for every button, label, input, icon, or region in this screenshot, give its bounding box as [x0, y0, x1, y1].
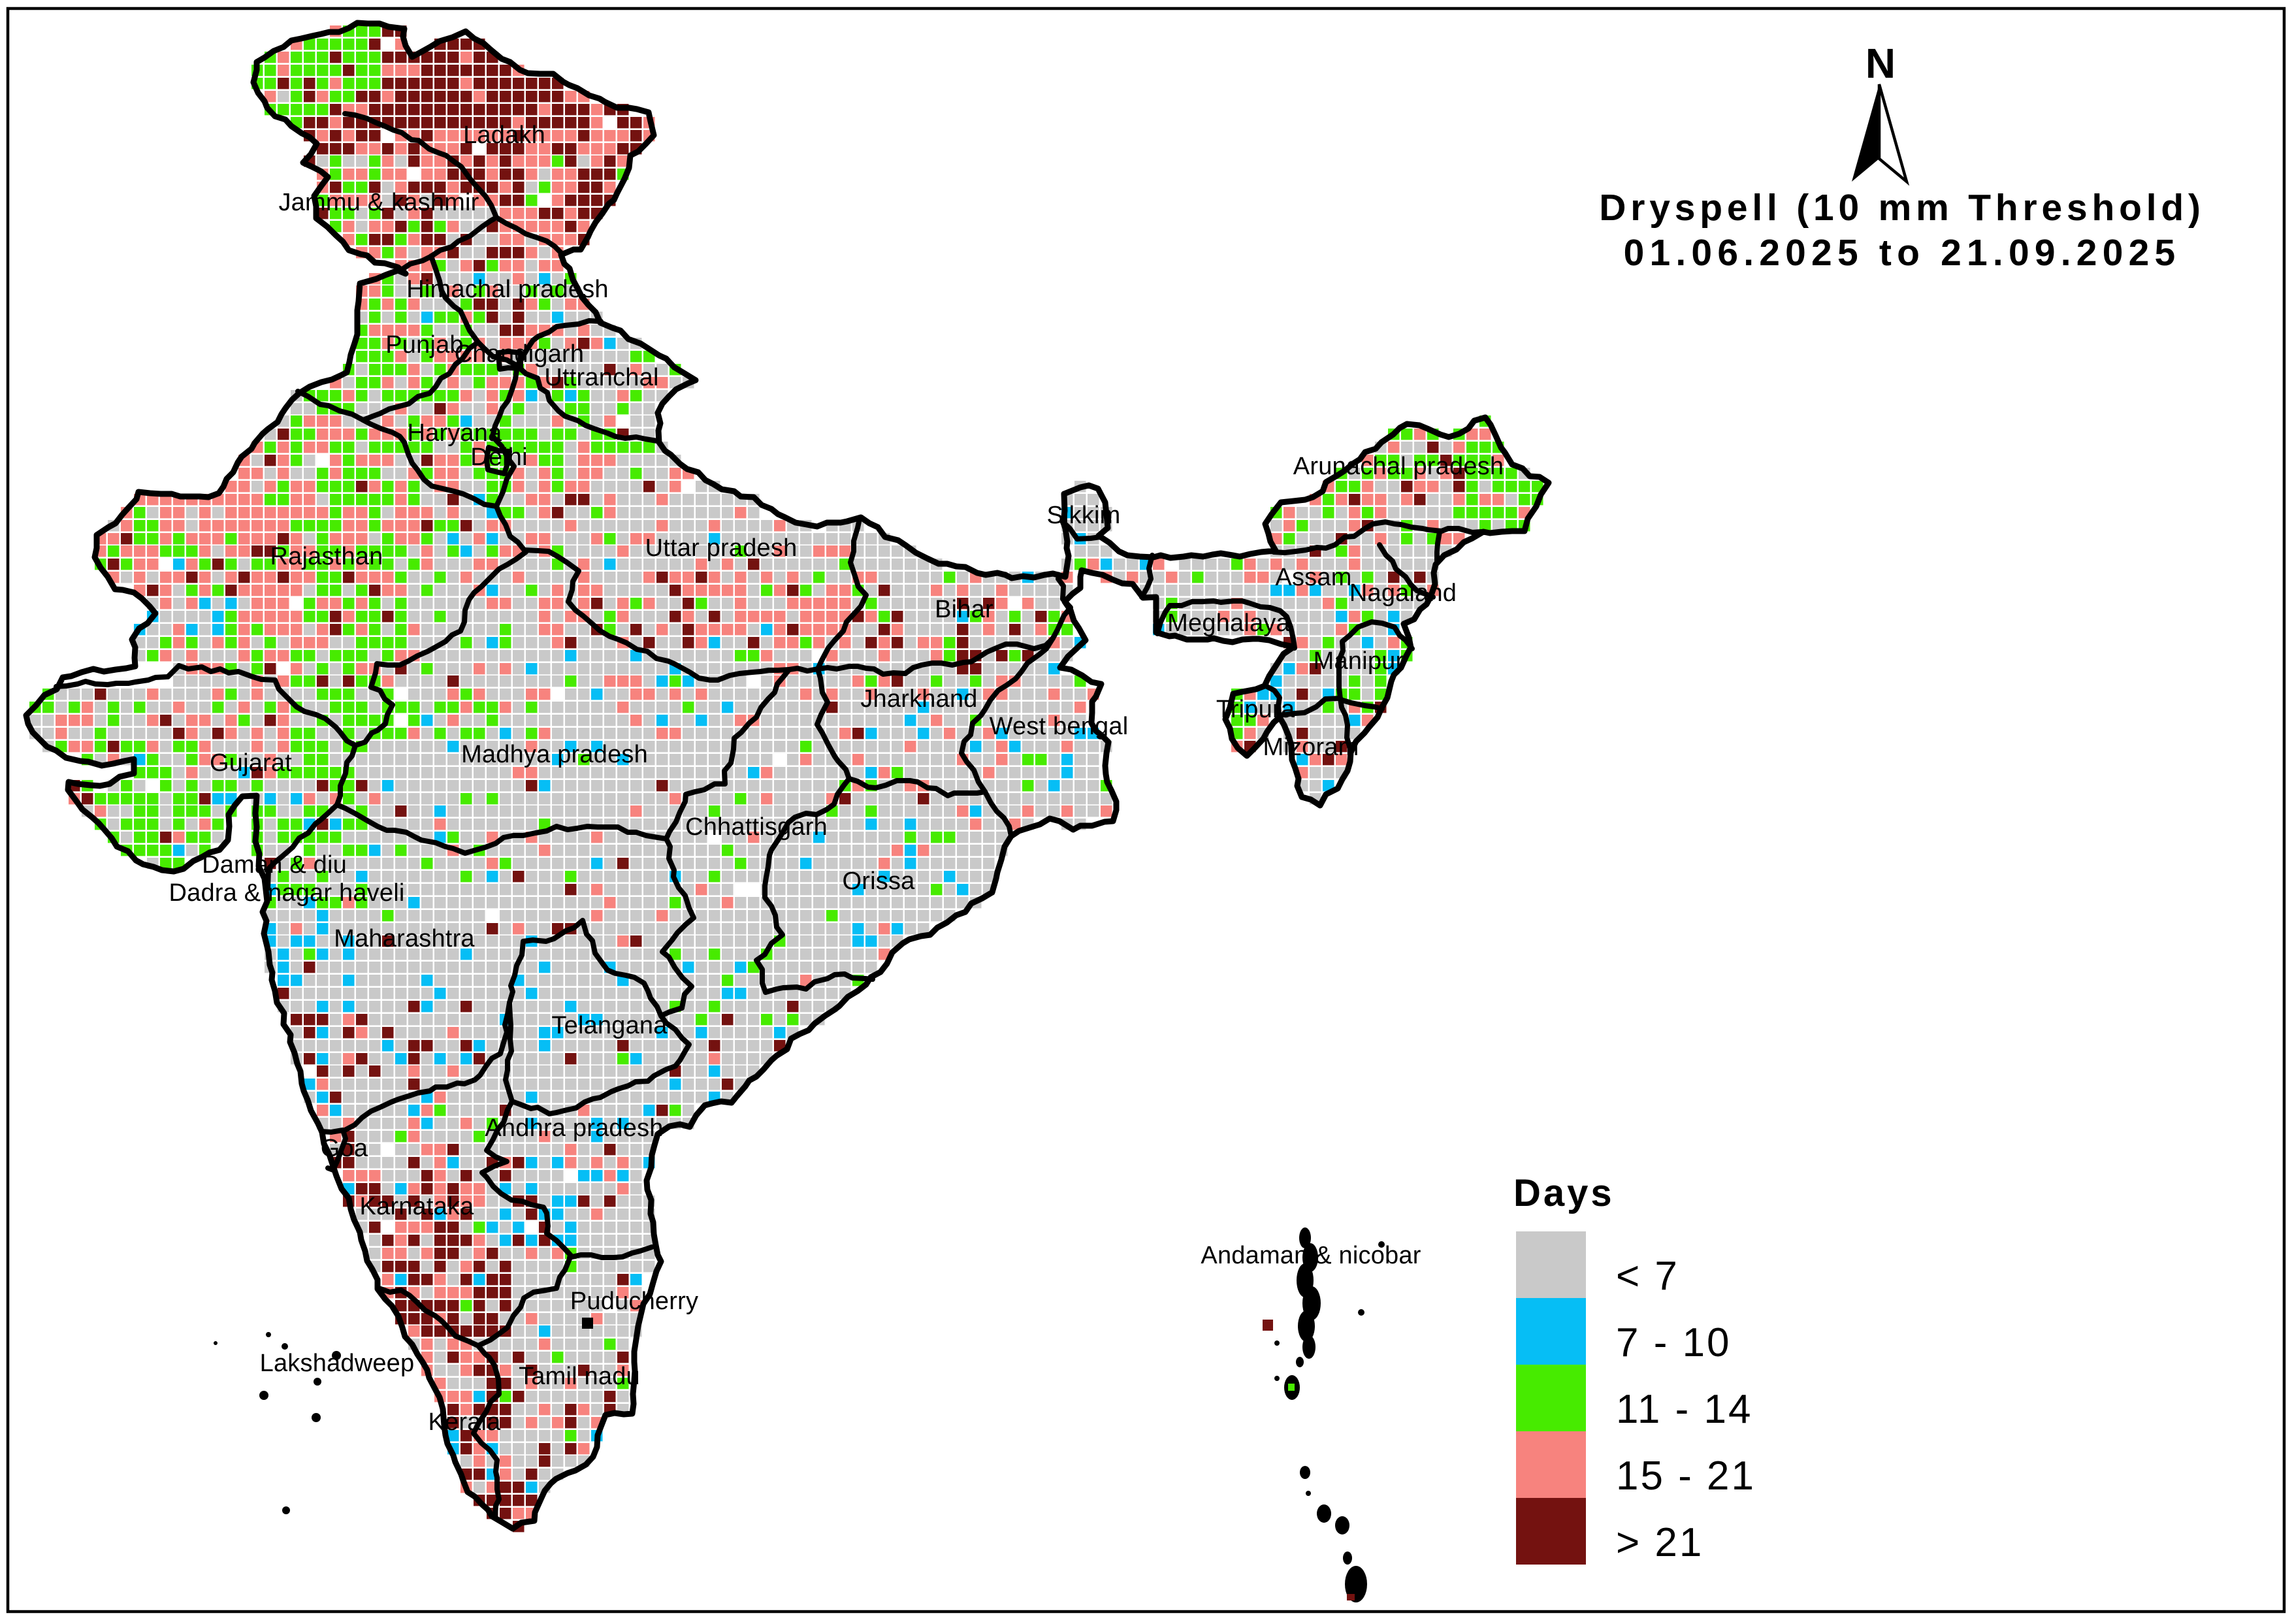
- svg-text:Uttranchal: Uttranchal: [544, 364, 658, 391]
- svg-text:Jammu & kashmir: Jammu & kashmir: [278, 189, 479, 216]
- svg-text:Arunachal pradesh: Arunachal pradesh: [1293, 453, 1504, 480]
- svg-text:Karnataka: Karnataka: [359, 1193, 474, 1220]
- svg-text:N: N: [1865, 40, 1896, 87]
- svg-text:Jharkhand: Jharkhand: [860, 685, 977, 713]
- svg-text:Meghalaya: Meghalaya: [1167, 609, 1290, 637]
- svg-text:Puducherry: Puducherry: [570, 1288, 698, 1315]
- svg-text:Gujarat: Gujarat: [210, 749, 292, 777]
- svg-text:Punjab: Punjab: [385, 331, 464, 359]
- svg-text:Dryspell (10 mm Threshold): Dryspell (10 mm Threshold): [1599, 187, 2205, 229]
- svg-text:Nagaland: Nagaland: [1349, 579, 1457, 607]
- svg-text:Chandigarh: Chandigarh: [455, 340, 584, 368]
- svg-text:Himachal pradesh: Himachal pradesh: [406, 276, 608, 303]
- svg-text:Andhra pradesh: Andhra pradesh: [485, 1114, 663, 1142]
- svg-text:< 7: < 7: [1616, 1254, 1679, 1299]
- svg-text:Delhi: Delhi: [470, 444, 528, 471]
- svg-text:Madhya pradesh: Madhya pradesh: [461, 741, 648, 768]
- svg-text:Assam: Assam: [1275, 564, 1351, 591]
- svg-text:> 21: > 21: [1616, 1520, 1703, 1565]
- svg-text:11 - 14: 11 - 14: [1616, 1387, 1752, 1432]
- svg-text:Ladakh: Ladakh: [463, 122, 545, 149]
- svg-text:Lakshadweep: Lakshadweep: [260, 1350, 415, 1377]
- svg-text:Tamil nadu: Tamil nadu: [519, 1363, 640, 1390]
- svg-text:Goa: Goa: [321, 1135, 368, 1162]
- svg-text:01.06.2025 to 21.09.2025: 01.06.2025 to 21.09.2025: [1624, 232, 2181, 274]
- svg-text:West bengal: West bengal: [990, 713, 1129, 740]
- svg-text:Sikkim: Sikkim: [1046, 502, 1120, 529]
- svg-text:Days: Days: [1513, 1172, 1615, 1214]
- svg-text:Rajasthan: Rajasthan: [270, 543, 383, 570]
- svg-text:Telangana: Telangana: [551, 1012, 668, 1039]
- svg-text:15 - 21: 15 - 21: [1616, 1453, 1756, 1499]
- svg-text:Mizoram: Mizoram: [1263, 734, 1359, 761]
- svg-text:Andaman & nicobar: Andaman & nicobar: [1201, 1242, 1421, 1269]
- svg-text:Bihar: Bihar: [935, 596, 993, 623]
- svg-text:7 - 10: 7 - 10: [1616, 1320, 1732, 1365]
- svg-text:Chhattisgarh: Chhattisgarh: [685, 813, 828, 841]
- svg-text:Orissa: Orissa: [843, 868, 916, 895]
- svg-text:Daman & diu: Daman & diu: [202, 851, 347, 879]
- svg-text:Uttar pradesh: Uttar pradesh: [645, 534, 798, 562]
- svg-text:Haryana: Haryana: [407, 419, 502, 447]
- svg-text:Manipur: Manipur: [1314, 647, 1404, 675]
- svg-text:Tripura: Tripura: [1216, 696, 1295, 723]
- svg-text:Dadra & nagar haveli: Dadra & nagar haveli: [169, 879, 405, 907]
- svg-text:Kerala: Kerala: [428, 1408, 501, 1436]
- svg-text:Maharashtra: Maharashtra: [334, 925, 475, 952]
